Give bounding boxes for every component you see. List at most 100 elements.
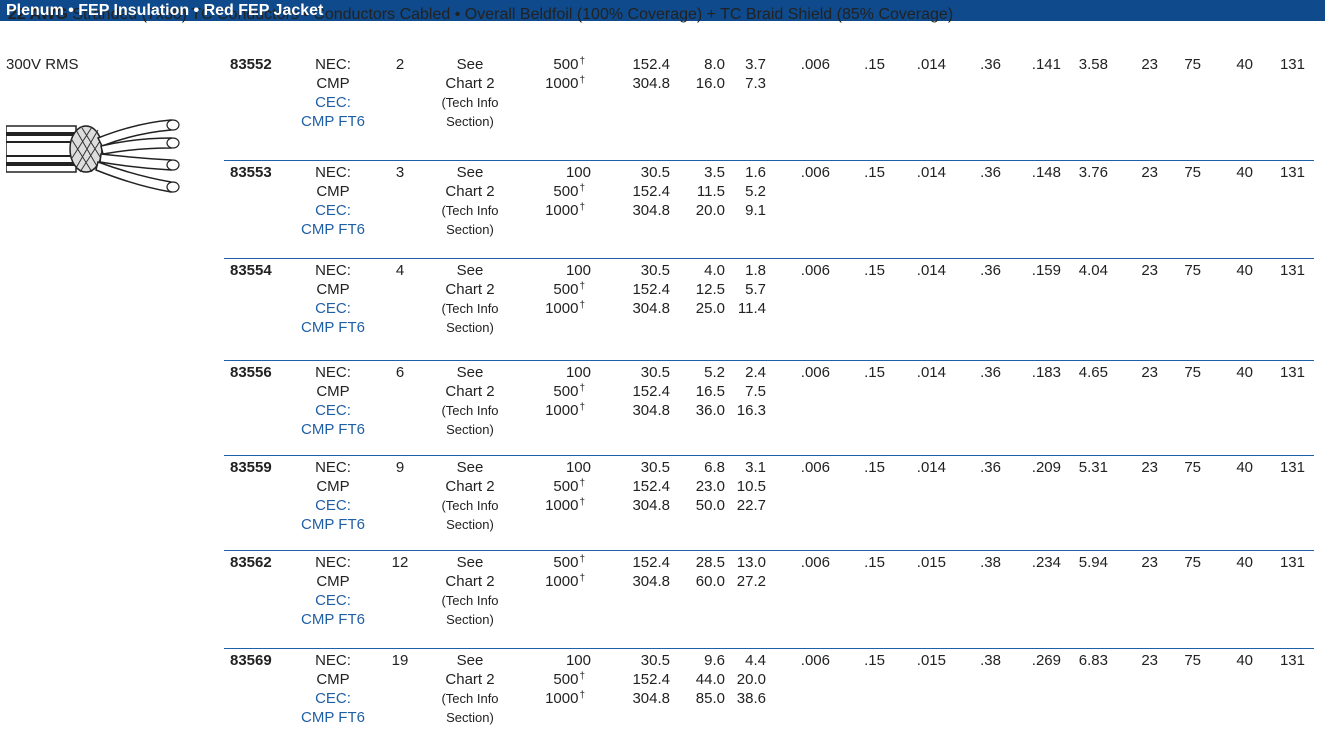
spec-value: 75 xyxy=(1151,651,1201,670)
length-m: 152.4 xyxy=(600,182,670,201)
length-ft: 500† xyxy=(480,477,585,496)
part-number: 83552 xyxy=(230,55,272,74)
spec-value: 131 xyxy=(1255,261,1305,280)
footnote-mark: † xyxy=(579,478,585,489)
length-ft-value: 100 xyxy=(566,164,591,181)
length-m: 152.4 xyxy=(600,382,670,401)
length-m: 152.4 xyxy=(600,670,670,689)
length-ft: 500† xyxy=(480,382,585,401)
length-ft: 500† xyxy=(480,182,585,201)
weight-kg: 22.7 xyxy=(726,496,766,515)
rating-nec: NEC: xyxy=(290,55,376,74)
pair-count: 9 xyxy=(380,458,420,477)
length-ft-value: 1000 xyxy=(545,75,578,92)
pair-count: 4 xyxy=(380,261,420,280)
spec-value: .006 xyxy=(780,261,830,280)
weight-lbs: 5.2 xyxy=(675,363,725,382)
rating-cec-value: CMP FT6 xyxy=(290,112,376,131)
rating-nec-value: CMP xyxy=(290,670,376,689)
spec-value: .006 xyxy=(780,363,830,382)
weight-lbs: 25.0 xyxy=(675,299,725,318)
length-ft-value: 500 xyxy=(553,56,578,73)
spec-value: .36 xyxy=(951,363,1001,382)
part-number: 83553 xyxy=(230,163,272,182)
weight-kg: 5.2 xyxy=(726,182,766,201)
length-m: 304.8 xyxy=(600,496,670,515)
length-ft-value: 500 xyxy=(553,671,578,688)
weight-kg: 4.4 xyxy=(726,651,766,670)
length-m: 152.4 xyxy=(600,280,670,299)
footnote-mark: † xyxy=(579,402,585,413)
rating-cec: CEC: xyxy=(290,201,376,220)
pair-count: 3 xyxy=(380,163,420,182)
rating-nec-value: CMP xyxy=(290,74,376,93)
weight-kg: 20.0 xyxy=(726,670,766,689)
length-ft: 500† xyxy=(480,670,585,689)
length-ft: 1000† xyxy=(480,201,585,220)
see-note: Section) xyxy=(420,515,520,534)
spec-value: .234 xyxy=(1011,553,1061,572)
length-ft: 100 xyxy=(480,363,591,382)
footnote-mark: † xyxy=(579,690,585,701)
weight-kg: 3.1 xyxy=(726,458,766,477)
weight-kg: 7.3 xyxy=(726,74,766,93)
cable-icon xyxy=(6,108,206,196)
length-ft: 1000† xyxy=(480,74,585,93)
rating-cec: CEC: xyxy=(290,93,376,112)
spec-value: .38 xyxy=(951,553,1001,572)
spec-value: 5.31 xyxy=(1058,458,1108,477)
weight-kg: 1.6 xyxy=(726,163,766,182)
rating-cec: CEC: xyxy=(290,299,376,318)
rating-nec: NEC: xyxy=(290,458,376,477)
spec-value: 75 xyxy=(1151,553,1201,572)
pair-count: 2 xyxy=(380,55,420,74)
length-ft-value: 500 xyxy=(553,183,578,200)
spec-value: .014 xyxy=(896,55,946,74)
rating-cec: CEC: xyxy=(290,401,376,420)
length-ft: 500† xyxy=(480,280,585,299)
spec-value: .15 xyxy=(835,458,885,477)
pair-count: 12 xyxy=(380,553,420,572)
spec-value: 3.58 xyxy=(1058,55,1108,74)
rating-nec-value: CMP xyxy=(290,382,376,401)
length-ft-value: 500 xyxy=(553,281,578,298)
spec-value: 40 xyxy=(1203,363,1253,382)
weight-kg: 27.2 xyxy=(726,572,766,591)
spec-value: .006 xyxy=(780,651,830,670)
spec-value: 131 xyxy=(1255,363,1305,382)
length-ft: 100 xyxy=(480,163,591,182)
spec-value: .015 xyxy=(896,553,946,572)
footnote-mark: † xyxy=(579,56,585,67)
spec-value: 40 xyxy=(1203,651,1253,670)
rating-nec-value: CMP xyxy=(290,280,376,299)
length-ft-value: 100 xyxy=(566,652,591,669)
spec-value: .014 xyxy=(896,363,946,382)
length-m: 304.8 xyxy=(600,201,670,220)
spec-value: 4.65 xyxy=(1058,363,1108,382)
spec-value: 40 xyxy=(1203,458,1253,477)
spec-value: .006 xyxy=(780,163,830,182)
part-number: 83556 xyxy=(230,363,272,382)
spec-value: .159 xyxy=(1011,261,1061,280)
footnote-mark: † xyxy=(579,183,585,194)
spec-value: .15 xyxy=(835,55,885,74)
part-number: 83559 xyxy=(230,458,272,477)
footnote-mark: † xyxy=(579,671,585,682)
footnote-mark: † xyxy=(579,383,585,394)
spec-value: 75 xyxy=(1151,163,1201,182)
weight-lbs: 36.0 xyxy=(675,401,725,420)
spec-value: .15 xyxy=(835,261,885,280)
length-ft-value: 500 xyxy=(553,554,578,571)
length-ft-value: 1000 xyxy=(545,497,578,514)
weight-lbs: 60.0 xyxy=(675,572,725,591)
length-ft-value: 100 xyxy=(566,364,591,381)
row-separator xyxy=(224,455,1314,456)
rating-cec-value: CMP FT6 xyxy=(290,610,376,629)
weight-kg: 5.7 xyxy=(726,280,766,299)
length-m: 30.5 xyxy=(600,651,670,670)
weight-lbs: 23.0 xyxy=(675,477,725,496)
spec-value: 40 xyxy=(1203,553,1253,572)
footnote-mark: † xyxy=(579,75,585,86)
length-m: 304.8 xyxy=(600,689,670,708)
weight-lbs: 4.0 xyxy=(675,261,725,280)
